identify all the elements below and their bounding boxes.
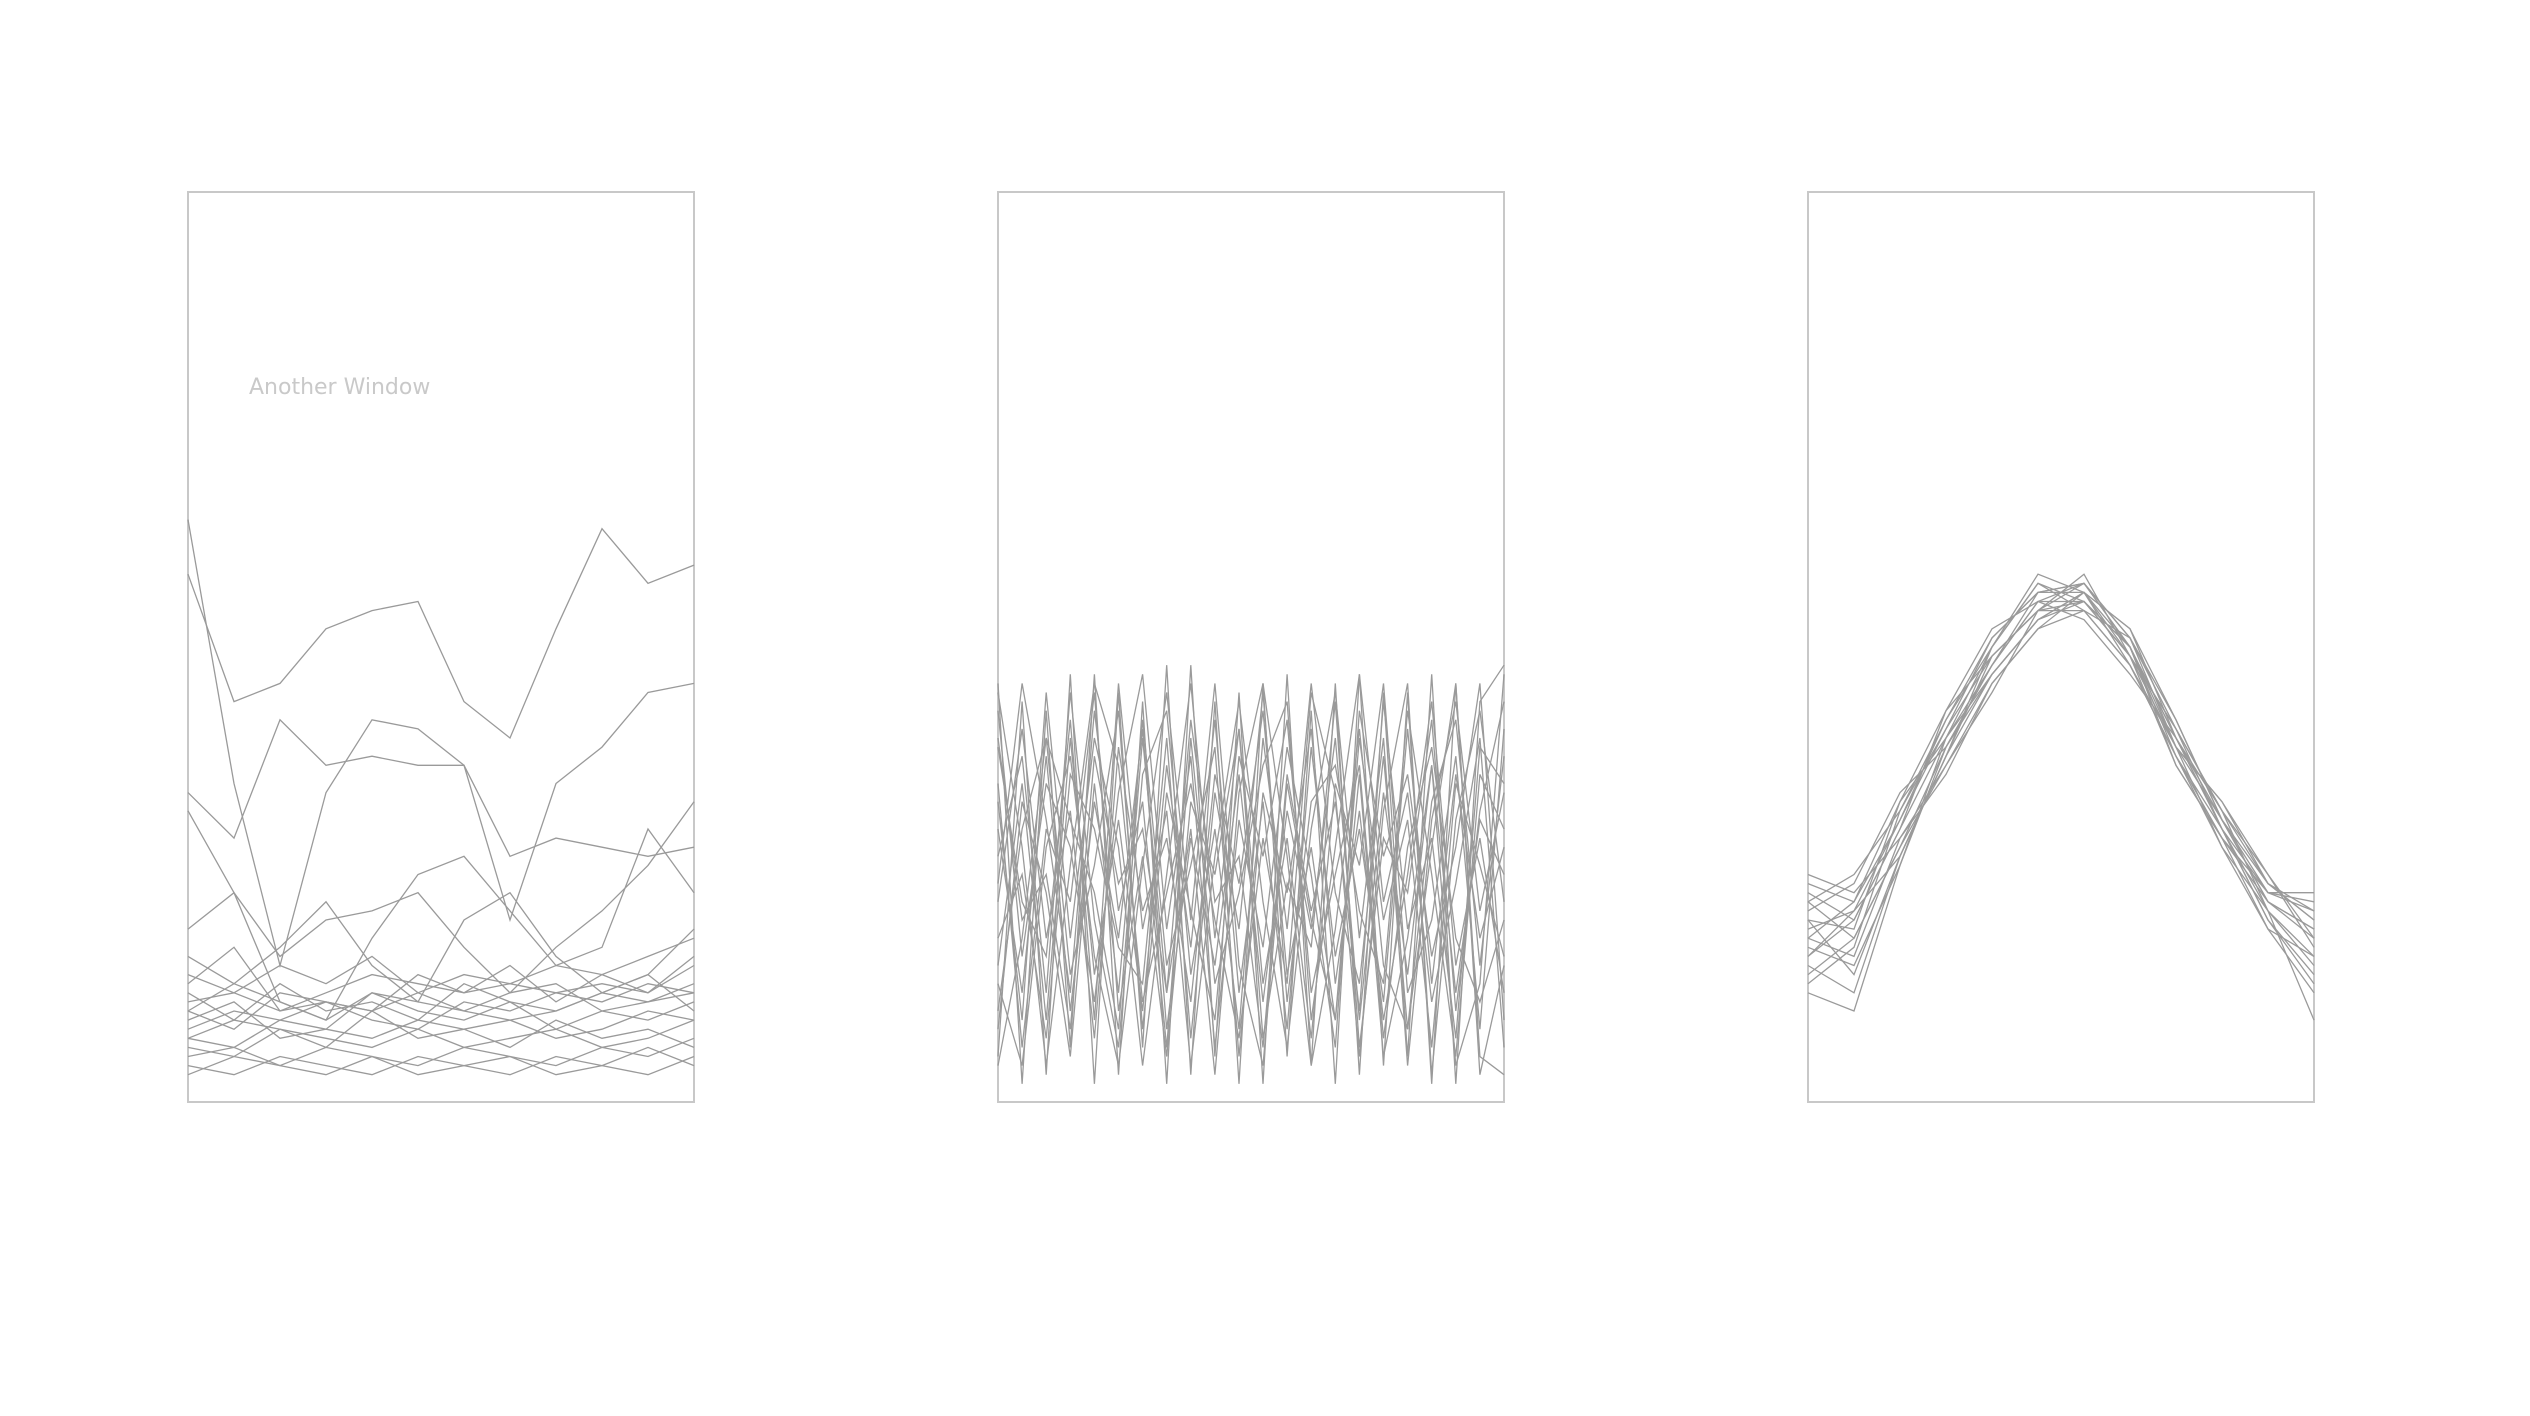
series-group-right bbox=[1807, 573, 2315, 1021]
series-line-left-19 bbox=[187, 1046, 695, 1076]
series-line-left-18 bbox=[187, 1019, 695, 1049]
chart-panel-middle bbox=[997, 191, 1505, 1103]
series-line-right-18 bbox=[1807, 582, 2315, 939]
series-line-left-20 bbox=[187, 982, 695, 1021]
series-group-middle bbox=[997, 664, 1505, 1084]
series-line-middle-13 bbox=[997, 701, 1505, 1057]
series-line-right-16 bbox=[1807, 591, 2315, 957]
series-line-left-4 bbox=[187, 801, 695, 994]
chart-panel-left: Another Window bbox=[187, 191, 695, 1103]
series-line-left-11 bbox=[187, 1010, 695, 1049]
series-line-middle-12 bbox=[997, 683, 1505, 1066]
series-line-middle-18 bbox=[997, 683, 1505, 1075]
series-line-left-5 bbox=[187, 810, 695, 1021]
series-line-left-17 bbox=[187, 937, 695, 994]
series-line-right-14 bbox=[1807, 582, 2315, 994]
series-line-left-3 bbox=[187, 718, 695, 858]
series-group-left bbox=[187, 519, 695, 1076]
chart-panel-right bbox=[1807, 191, 2315, 1103]
panel-frame-right bbox=[1807, 191, 2315, 1103]
series-line-right-13 bbox=[1807, 609, 2315, 903]
series-line-left-7 bbox=[187, 946, 695, 1012]
series-line-left-16 bbox=[187, 973, 695, 1021]
series-line-left-14 bbox=[187, 1055, 695, 1076]
series-line-middle-17 bbox=[997, 683, 1505, 1075]
series-line-left-15 bbox=[187, 992, 695, 1039]
series-line-left-13 bbox=[187, 1037, 695, 1067]
another-window-label: Another Window bbox=[249, 375, 430, 400]
panel-frame-left bbox=[187, 191, 695, 1103]
series-line-right-15 bbox=[1807, 600, 2315, 940]
series-line-left-1 bbox=[187, 519, 695, 969]
series-line-left-2 bbox=[187, 527, 695, 740]
series-line-left-12 bbox=[187, 1019, 695, 1058]
